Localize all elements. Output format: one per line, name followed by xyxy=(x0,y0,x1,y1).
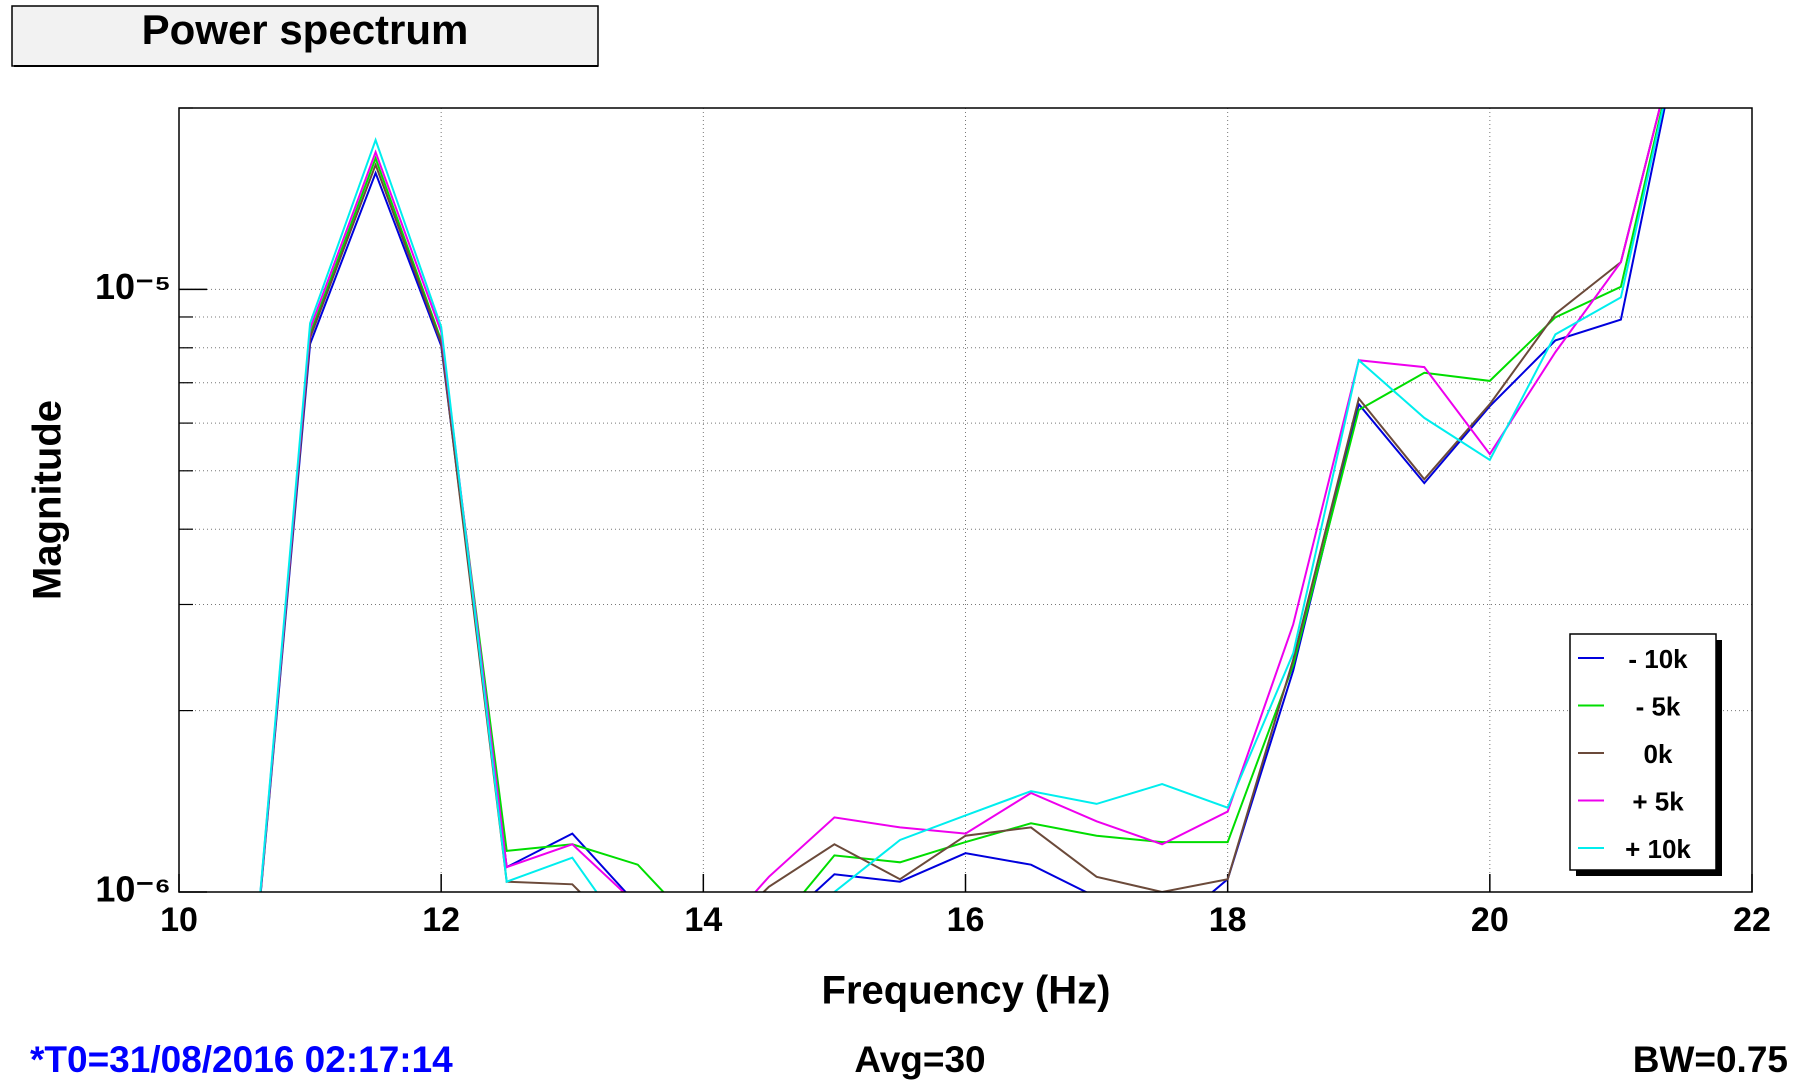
x-tick-label: 12 xyxy=(422,901,460,939)
x-tick-label: 22 xyxy=(1733,901,1771,939)
series-line xyxy=(259,108,1664,892)
y-tick-label: 10⁻⁵ xyxy=(95,266,171,307)
legend-label: - 10k xyxy=(1628,644,1688,674)
legend-label: + 5k xyxy=(1632,786,1684,816)
series-group xyxy=(259,108,1666,892)
title-box xyxy=(11,5,599,67)
y-tick-label: 10⁻⁶ xyxy=(95,869,171,910)
t0-annotation: *T0=31/08/2016 02:17:14 xyxy=(30,1039,453,1080)
y-axis-label: Magnitude xyxy=(26,400,70,600)
legend-label: - 5k xyxy=(1636,691,1681,721)
legend-label: + 10k xyxy=(1625,834,1691,864)
avg-annotation: Avg=30 xyxy=(854,1039,985,1080)
x-axis-label: Frequency (Hz) xyxy=(822,969,1111,1013)
x-tick-label: 14 xyxy=(684,901,722,939)
bw-annotation: BW=0.75 xyxy=(1633,1039,1788,1080)
x-tick-label: 18 xyxy=(1209,901,1247,939)
chart-title: Power spectrum xyxy=(142,6,469,53)
legend-label: 0k xyxy=(1644,739,1673,769)
x-tick-label: 20 xyxy=(1471,901,1509,939)
plot-frame xyxy=(178,107,1753,893)
x-tick-label: 16 xyxy=(947,901,985,939)
x-tick-label: 10 xyxy=(160,901,198,939)
